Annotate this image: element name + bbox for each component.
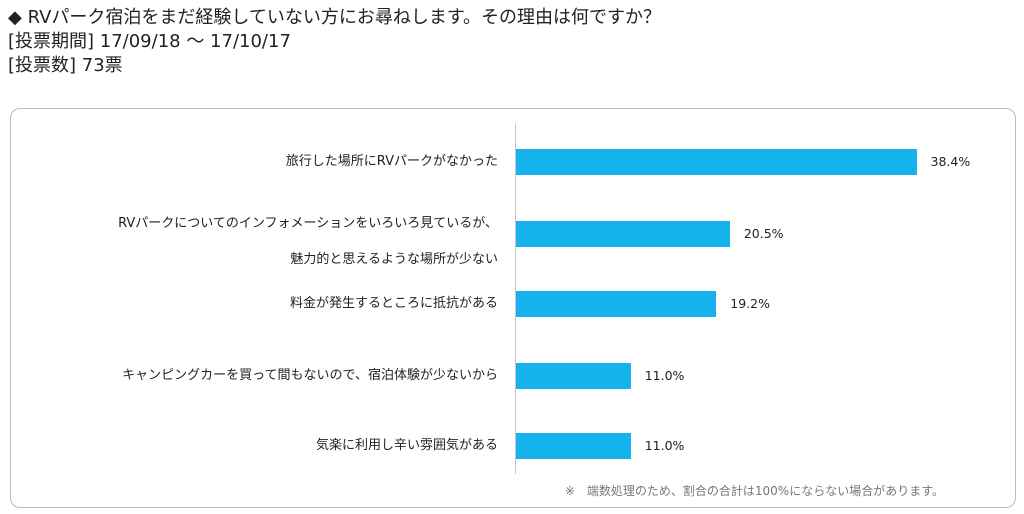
category-label-line: キャンピングカーを買って間もないので、宿泊体験が少ないから (122, 368, 498, 383)
category-label: キャンピングカーを買って間もないので、宿泊体験が少ないから (122, 366, 498, 386)
category-label: 料金が発生するところに抵抗がある (290, 294, 498, 314)
category-label-line: 気楽に利用し辛い雰囲気がある (315, 438, 498, 453)
value-label: 19.2% (730, 296, 770, 311)
chart-axis-line (515, 124, 516, 474)
category-label: 旅行した場所にRVパークがなかった (286, 152, 498, 172)
category-label-line: 魅力的と思えるような場所が少ない (290, 252, 498, 267)
category-label-line: 料金が発生するところに抵抗がある (289, 296, 498, 311)
category-label: 気楽に利用し辛い雰囲気がある (316, 436, 498, 456)
bar (516, 291, 717, 317)
category-label: RVパークについてのインフォメーションをいろいろ見ているが、魅力的と思えるような… (118, 206, 498, 278)
bar (516, 363, 631, 389)
category-label-line: RVパークについてのインフォメーションをいろいろ見ているが、 (118, 216, 498, 231)
question-title: ◆ RVパーク宿泊をまだ経験していない方にお尋ねします。その理由は何ですか？ (8, 7, 662, 28)
footnote: ※ 端数処理のため、割合の合計は100%にならない場合があります。 (564, 484, 944, 498)
bar (516, 433, 631, 459)
bar (516, 149, 917, 175)
chart-header: ◆ RVパーク宿泊をまだ経験していない方にお尋ねします。その理由は何ですか？ [… (8, 6, 661, 78)
value-label: 11.0% (644, 368, 685, 383)
value-label: 20.5% (743, 226, 784, 241)
vote-count: [投票数] 73票 (8, 55, 123, 76)
bar (516, 221, 730, 247)
value-label: 11.0% (644, 438, 685, 453)
value-label: 38.4% (930, 154, 971, 169)
voting-period: [投票期間] 17/09/18 ～ 17/10/17 (8, 31, 291, 52)
category-label-line: 旅行した場所にRVパークがなかった (285, 154, 498, 169)
